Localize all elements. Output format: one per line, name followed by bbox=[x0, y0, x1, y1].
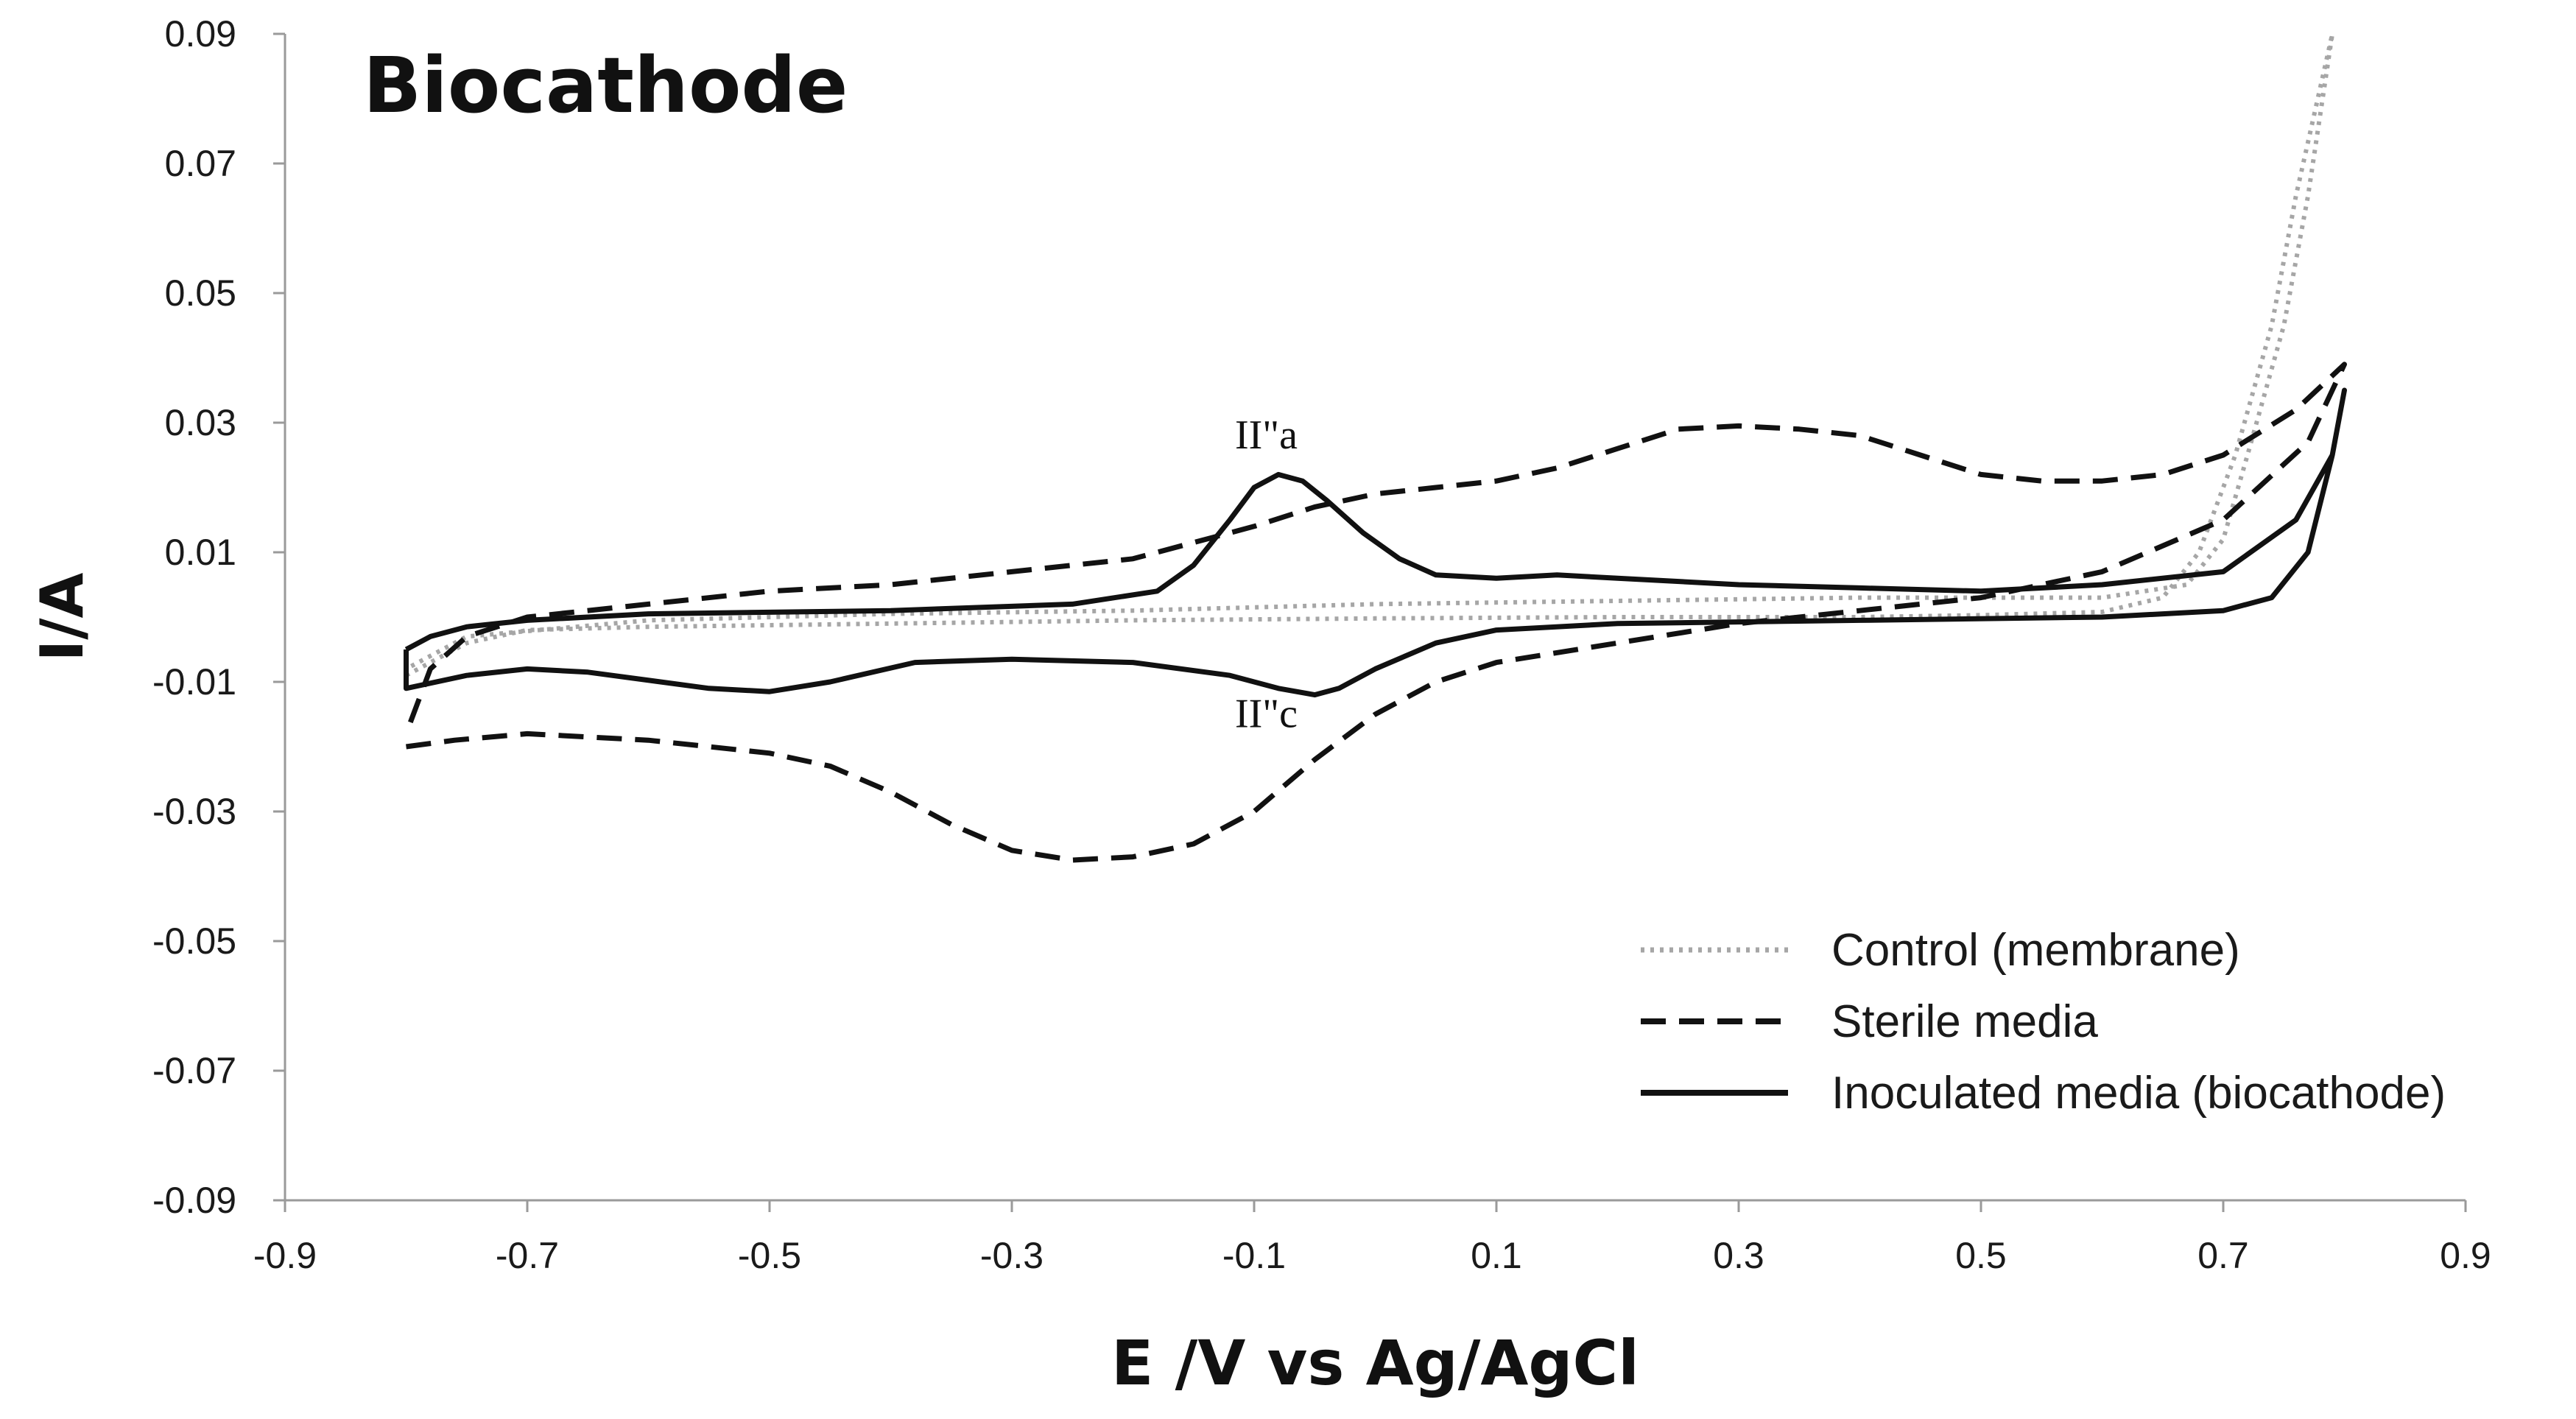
legend-label: Inoculated media (biocathode) bbox=[1831, 1068, 2446, 1119]
y-tick-label: -0.05 bbox=[152, 920, 236, 962]
chart-title: Biocathode bbox=[363, 41, 848, 130]
x-tick-label: 0.3 bbox=[1713, 1235, 1764, 1276]
y-tick-label: 0.05 bbox=[165, 272, 236, 314]
x-tick-label: -0.9 bbox=[253, 1235, 317, 1276]
legend-label: Sterile media bbox=[1831, 996, 2098, 1047]
y-tick-label: 0.03 bbox=[165, 402, 236, 443]
peak-annotation-anodic: II"a bbox=[1235, 412, 1298, 458]
x-tick-label: 0.7 bbox=[2197, 1235, 2249, 1276]
y-tick-label: -0.01 bbox=[152, 661, 236, 703]
x-tick-label: -0.1 bbox=[1222, 1235, 1286, 1276]
y-tick-label: 0.01 bbox=[165, 532, 236, 573]
y-tick-label: 0.07 bbox=[165, 143, 236, 184]
x-tick-label: 0.5 bbox=[1955, 1235, 2007, 1276]
y-tick-label: 0.09 bbox=[165, 13, 236, 54]
peak-annotation-cathodic: II"c bbox=[1235, 691, 1298, 737]
x-tick-label: 0.1 bbox=[1471, 1235, 1522, 1276]
x-axis-title: E /V vs Ag/AgCl bbox=[1111, 1327, 1639, 1399]
x-tick-label: -0.7 bbox=[496, 1235, 559, 1276]
x-tick-label: -0.5 bbox=[738, 1235, 801, 1276]
legend-label: Control (membrane) bbox=[1831, 925, 2240, 976]
series-line-sterile-media bbox=[404, 362, 2347, 863]
y-tick-label: -0.07 bbox=[152, 1050, 236, 1091]
y-tick-label: -0.09 bbox=[152, 1180, 236, 1221]
y-tick-label: -0.03 bbox=[152, 791, 236, 832]
y-axis-title: I/A bbox=[28, 572, 96, 661]
x-tick-label: -0.3 bbox=[980, 1235, 1044, 1276]
x-tick-label: 0.9 bbox=[2440, 1235, 2491, 1276]
series-line-inoculated-media-biocathode bbox=[404, 387, 2347, 698]
